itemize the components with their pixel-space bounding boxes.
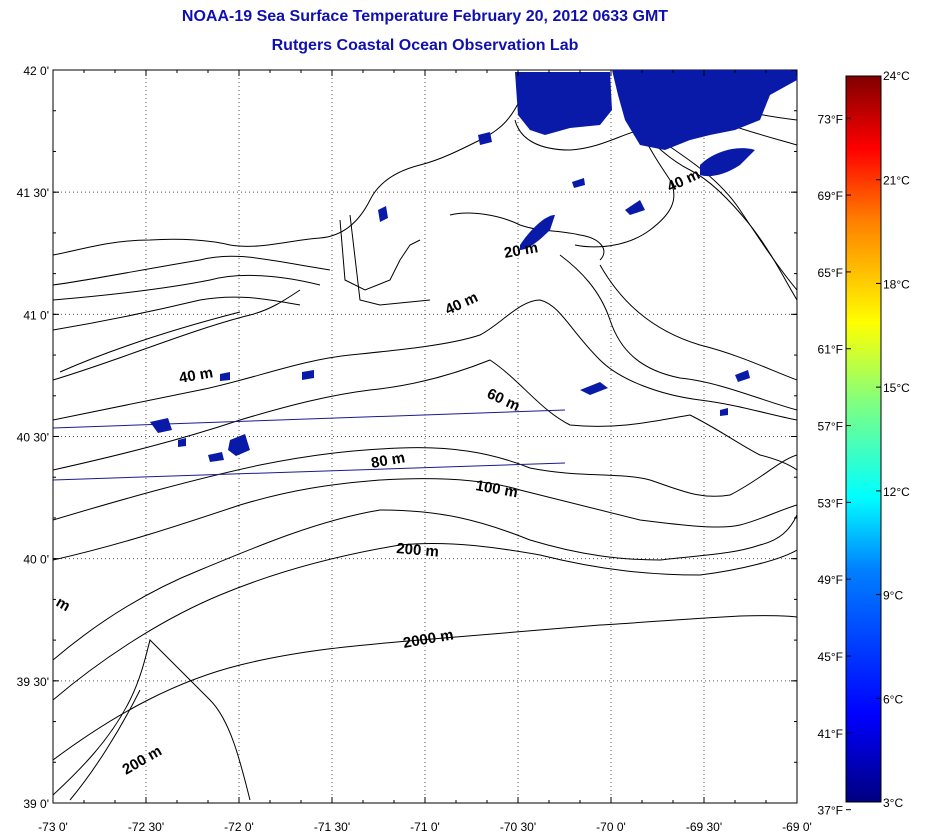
colorbar-label-fahrenheit: 49°F <box>818 573 843 587</box>
colorbar-label-fahrenheit: 41°F <box>818 727 843 741</box>
sst-patch-gulf-of-maine <box>612 70 797 150</box>
contour-80m <box>53 447 797 521</box>
lon-tick-label: -72 30' <box>128 820 164 834</box>
lon-tick-label: -71 30' <box>314 820 350 834</box>
lon-tick-label: -70 0' <box>596 820 626 834</box>
contour-canyon-200m <box>53 639 251 801</box>
lon-tick-label: -72 0' <box>224 820 254 834</box>
colorbar-labels: 24°C 21°C 18°C 15°C 12°C 9°C 6°C 3°C 73°F 69°F 65°… <box>818 69 911 818</box>
contour-60m <box>53 359 797 471</box>
contour-100m <box>53 478 797 561</box>
lat-tick-label: 42 0' <box>23 64 49 78</box>
lon-tick-label: -70 30' <box>500 820 536 834</box>
bathymetry-contours <box>53 70 797 801</box>
contour-2000m <box>53 615 797 761</box>
lon-tick-label: -69 30' <box>686 820 722 834</box>
lat-tick-label: 40 0' <box>23 553 49 567</box>
lon-tick-label: -69 0' <box>782 820 812 834</box>
colorbar-label-fahrenheit: 45°F <box>818 650 843 664</box>
colorbar <box>845 75 882 803</box>
depth-label-80m: 80 m <box>370 449 407 472</box>
lon-tick-label: -73 0' <box>38 820 68 834</box>
colorbar-label-celsius: 12°C <box>883 485 910 499</box>
colorbar-label-celsius: 21°C <box>883 174 910 188</box>
lat-tick-label: 39 0' <box>23 797 49 811</box>
map-title: NOAA-19 Sea Surface Temperature February… <box>181 8 669 25</box>
colorbar-label-fahrenheit: 37°F <box>818 804 843 818</box>
sst-pixels <box>150 70 797 462</box>
colorbar-label-celsius: 3°C <box>883 796 903 810</box>
coastline-new-england <box>53 99 521 256</box>
colorbar-label-fahrenheit: 65°F <box>818 266 843 280</box>
lat-tick-label: 40 30' <box>17 431 49 445</box>
colorbar-label-fahrenheit: 61°F <box>818 343 843 357</box>
colorbar-label-celsius: 24°C <box>883 69 910 83</box>
depth-label-40m-c: 40 m <box>178 364 215 387</box>
transect-line-2 <box>53 462 566 481</box>
map-axes: -73 0' -72 30' -72 0' -71 30' -71 0' -70 30' -… <box>17 64 812 834</box>
colorbar-label-fahrenheit: 57°F <box>818 420 843 434</box>
contour-200m <box>53 509 797 661</box>
colorbar-label-fahrenheit: 73°F <box>818 112 843 126</box>
sst-patch-cape-cod-bay <box>515 72 612 135</box>
lat-tick-label: 39 30' <box>17 675 49 689</box>
colorbar-label-celsius: 15°C <box>883 381 910 395</box>
colorbar-label-celsius: 18°C <box>883 277 910 291</box>
transect-line-1 <box>53 409 566 429</box>
depth-label-200m-a: 200 m <box>396 540 440 561</box>
lon-tick-label: -71 0' <box>410 820 440 834</box>
colorbar-label-celsius: 6°C <box>883 692 903 706</box>
colorbar-label-fahrenheit: 53°F <box>818 496 843 510</box>
contour-40m <box>53 299 797 421</box>
lat-tick-label: 41 30' <box>17 186 49 200</box>
colorbar-label-celsius: 9°C <box>883 589 903 603</box>
depth-label-20m: 20 m <box>503 239 540 262</box>
map-subtitle: Rutgers Coastal Ocean Observation Lab <box>271 37 579 54</box>
coastline-long-island <box>53 255 331 286</box>
lat-tick-label: 41 0' <box>23 308 49 322</box>
colorbar-label-fahrenheit: 69°F <box>818 189 843 203</box>
